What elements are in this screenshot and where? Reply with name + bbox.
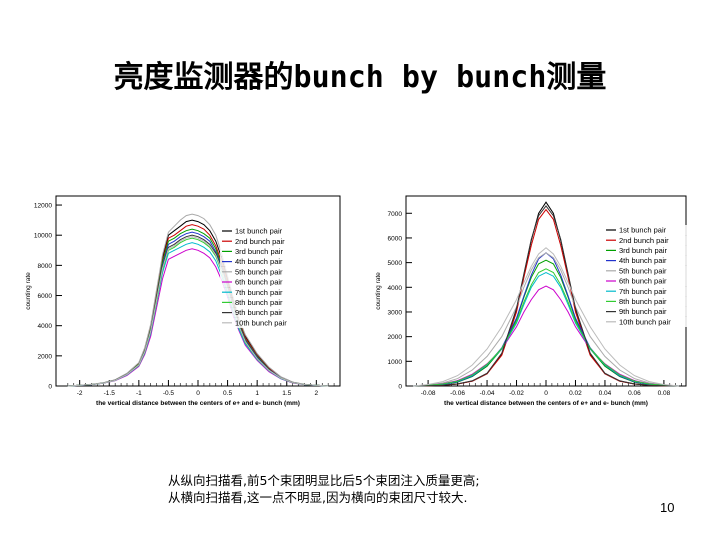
left-chart-legend-entry-7: 7th bunch pair bbox=[235, 288, 283, 297]
right-chart-legend-bg bbox=[604, 265, 690, 276]
page-number: 10 bbox=[660, 500, 675, 515]
right-chart-legend-bg bbox=[604, 306, 690, 317]
right-chart-ytick-label: 2000 bbox=[388, 334, 403, 341]
left-chart-legend-entry-10: 10th bunch pair bbox=[235, 318, 287, 327]
left-chart-legend-bg bbox=[220, 307, 322, 318]
right-chart-legend-entry-2: 2nd bunch pair bbox=[619, 236, 669, 245]
right-chart-legend-bg bbox=[604, 296, 690, 307]
left-chart-series-5-line bbox=[67, 213, 329, 387]
right-chart: 0 1000 2000 3000 4000 5000 6000 7000 -0.08 -0.06 -… bbox=[375, 195, 690, 407]
left-chart-ytick-label: 6000 bbox=[38, 293, 53, 300]
left-chart-legend-entry-8: 8th bunch pair bbox=[235, 298, 283, 307]
right-chart-xlabel: the vertical distance between the center… bbox=[444, 400, 648, 407]
left-chart-xtick-label: 1.5 bbox=[282, 390, 291, 397]
right-chart-xtick-label: 0.08 bbox=[658, 390, 671, 397]
right-chart-legend-entry-4: 4th bunch pair bbox=[619, 256, 667, 265]
right-chart-ytick-label: 0 bbox=[398, 384, 402, 391]
left-chart-ytick-label: 10000 bbox=[34, 233, 52, 240]
right-chart-panel: 0 1000 2000 3000 4000 5000 6000 7000 -0.08 -0.06 -… bbox=[372, 188, 694, 410]
right-chart-series-6-line bbox=[413, 285, 679, 387]
left-chart-xtick-label: -2 bbox=[77, 390, 83, 397]
left-chart-ytick-label: 0 bbox=[48, 384, 52, 391]
right-chart-legend-bg bbox=[604, 255, 690, 266]
left-chart-legend-entry-3: 3rd bunch pair bbox=[235, 247, 283, 256]
left-chart-xtick-label: 2 bbox=[315, 390, 319, 397]
right-chart-xtick-label: 0.06 bbox=[628, 390, 641, 397]
left-chart-legend-bg bbox=[220, 256, 322, 267]
right-chart-legend-entry-9: 9th bunch pair bbox=[619, 307, 667, 316]
right-chart-legend-entry-10: 10th bunch pair bbox=[619, 317, 671, 326]
right-chart-legend-bg bbox=[604, 316, 690, 327]
right-chart-legend-entry-5: 5th bunch pair bbox=[619, 266, 667, 275]
left-chart-legend-entry-1: 1st bunch pair bbox=[235, 227, 283, 236]
right-chart-ylabel: counting rate bbox=[375, 272, 382, 310]
slide-title: 亮度监测器的bunch by bunch测量 bbox=[113, 60, 607, 95]
left-chart-ylabel: counting rate bbox=[25, 272, 32, 310]
left-chart-xtick-label: 0.5 bbox=[223, 390, 232, 397]
right-chart-series-8-line bbox=[413, 268, 679, 387]
left-chart-legend-bg bbox=[220, 277, 322, 288]
left-chart-series-10-line bbox=[67, 236, 329, 387]
left-chart-legend-bg bbox=[220, 266, 322, 277]
right-chart-ytick-label: 7000 bbox=[388, 211, 403, 218]
left-chart-xlabel: the vertical distance between the center… bbox=[96, 400, 300, 407]
right-chart-legend-bg bbox=[604, 225, 690, 236]
caption-line-1: 从纵向扫描看,前5个束团明显比后5个束团注入质量更高; bbox=[168, 473, 480, 488]
right-chart-legend-entry-8: 8th bunch pair bbox=[619, 297, 667, 306]
right-chart-ytick-label: 1000 bbox=[388, 359, 403, 366]
left-chart-xtick-label: -1.5 bbox=[104, 390, 116, 397]
right-chart-xtick-label: 0 bbox=[544, 390, 548, 397]
right-chart-series-9-line bbox=[413, 205, 679, 387]
right-chart-xtick-label: -0.06 bbox=[450, 390, 465, 397]
right-chart-ytick-label: 4000 bbox=[388, 285, 403, 292]
left-chart: 0 2000 4000 6000 8000 10000 12000 -2 -1.5 -1 -0.5 0… bbox=[25, 195, 341, 407]
left-chart-legend-bg bbox=[220, 236, 322, 247]
right-chart-series-10-line bbox=[413, 247, 679, 387]
left-chart-legend-bg bbox=[220, 246, 322, 257]
left-chart-xtick-label: 1 bbox=[255, 390, 259, 397]
right-chart-ytick-label: 6000 bbox=[388, 235, 403, 242]
left-chart-legend-entry-2: 2nd bunch pair bbox=[235, 237, 285, 246]
right-chart-legend-entry-1: 1st bunch pair bbox=[619, 226, 667, 235]
right-chart-ytick-label: 3000 bbox=[388, 309, 403, 316]
left-chart-xtick-label: -1 bbox=[136, 390, 142, 397]
left-chart-legend-bg bbox=[220, 297, 322, 308]
left-chart-legend-bg bbox=[220, 317, 322, 328]
right-chart-xtick-label: 0.04 bbox=[599, 390, 612, 397]
left-chart-legend-bg bbox=[220, 226, 322, 237]
right-chart-legend-entry-7: 7th bunch pair bbox=[619, 287, 667, 296]
right-chart-legend-bg bbox=[604, 286, 690, 297]
left-chart-legend-entry-4: 4th bunch pair bbox=[235, 257, 283, 266]
caption: 从纵向扫描看,前5个束团明显比后5个束团注入质量更高; 从横向扫描看,这一点不明… bbox=[168, 472, 480, 506]
right-chart-legend-entry-6: 6th bunch pair bbox=[619, 277, 667, 286]
left-chart-legend-entry-9: 9th bunch pair bbox=[235, 308, 283, 317]
caption-line-2: 从横向扫描看,这一点不明显,因为横向的束团尺寸较大. bbox=[168, 490, 468, 505]
left-chart-xtick-label: -0.5 bbox=[163, 390, 175, 397]
right-chart-xtick-label: -0.04 bbox=[480, 390, 495, 397]
left-chart-ytick-label: 12000 bbox=[34, 203, 52, 210]
right-chart-legend-bg bbox=[604, 276, 690, 287]
left-chart-ytick-label: 4000 bbox=[38, 323, 53, 330]
left-chart-legend-entry-5: 5th bunch pair bbox=[235, 267, 283, 276]
left-chart-ytick-label: 2000 bbox=[38, 353, 53, 360]
left-chart-legend-bg bbox=[220, 287, 322, 298]
right-chart-legend-bg bbox=[604, 245, 690, 256]
right-chart-xtick-label: 0.02 bbox=[569, 390, 582, 397]
right-chart-xtick-label: -0.02 bbox=[509, 390, 524, 397]
left-chart-ytick-label: 8000 bbox=[38, 263, 53, 270]
right-chart-xtick-label: -0.08 bbox=[421, 390, 436, 397]
right-chart-series-5-line bbox=[413, 252, 679, 387]
left-chart-panel: 0 2000 4000 6000 8000 10000 12000 -2 -1.5 -1 -0.5 0… bbox=[22, 188, 354, 410]
left-chart-legend-entry-6: 6th bunch pair bbox=[235, 278, 283, 287]
right-chart-ytick-label: 5000 bbox=[388, 260, 403, 267]
right-chart-legend-bg bbox=[604, 235, 690, 246]
left-chart-xtick-label: 0 bbox=[196, 390, 200, 397]
right-chart-legend-entry-3: 3rd bunch pair bbox=[619, 246, 667, 255]
